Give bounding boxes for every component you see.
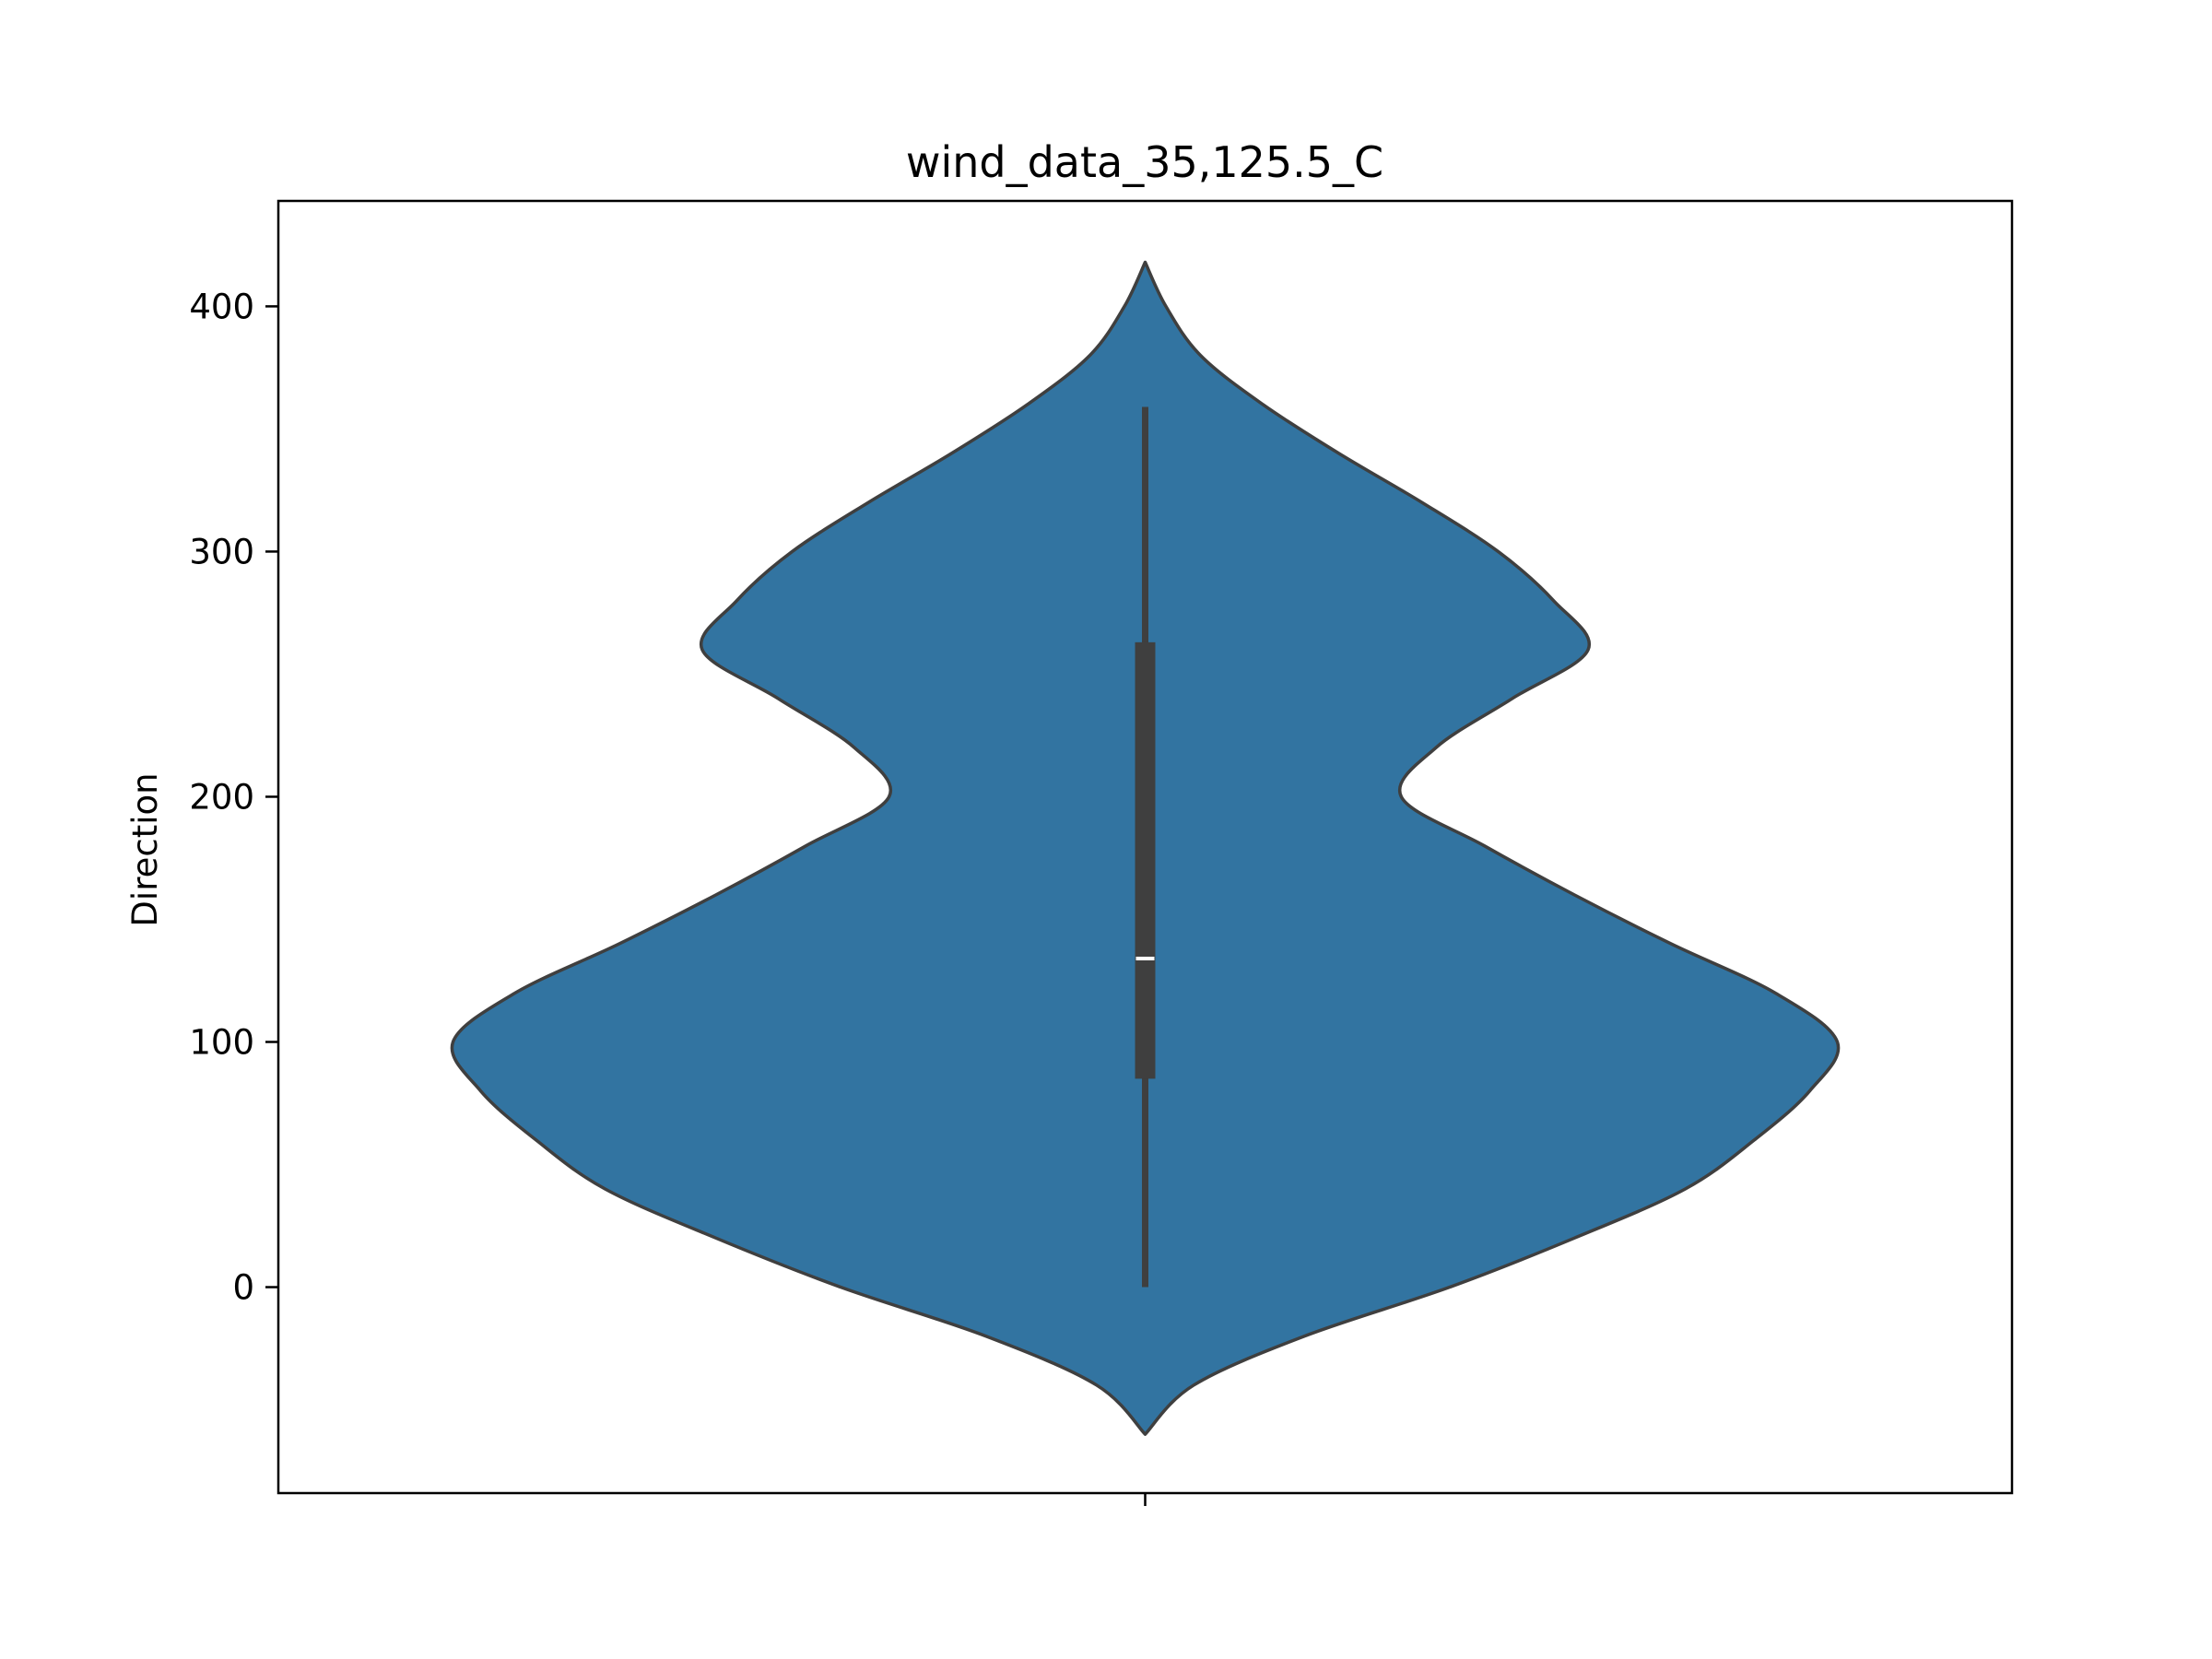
y-axis-label: Direction xyxy=(125,772,165,926)
y-tick-label: 400 xyxy=(189,287,254,326)
plot-area xyxy=(450,260,1841,1436)
y-tick-label: 200 xyxy=(189,777,254,817)
y-tick-label: 300 xyxy=(189,532,254,571)
violin-iqr-box xyxy=(1135,641,1156,1079)
plot-frame xyxy=(276,199,2014,1495)
y-tick-label: 100 xyxy=(189,1022,254,1062)
y-axis: 0 100 200 300 400 xyxy=(189,287,278,1308)
chart-title: wind_data_35,125.5_C xyxy=(906,137,1383,187)
y-tick-label: 0 xyxy=(232,1268,254,1308)
